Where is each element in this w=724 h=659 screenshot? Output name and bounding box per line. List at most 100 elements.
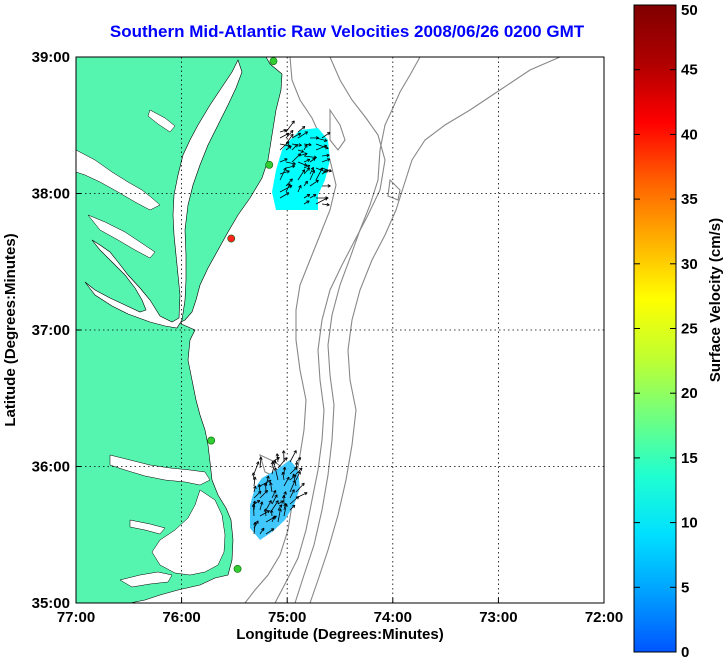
- velocity-vector: [295, 467, 303, 475]
- velocity-vector: [297, 153, 308, 157]
- velocity-vector: [271, 509, 273, 517]
- velocity-vector-head: [253, 503, 256, 507]
- colorbar-label: Surface Velocity (cm/s): [707, 218, 724, 382]
- x-tick-label: 77:00: [57, 609, 95, 626]
- velocity-vector-head: [313, 155, 317, 158]
- velocity-vector-head: [269, 482, 271, 486]
- velocity-vector: [285, 130, 294, 139]
- velocity-vector-head: [298, 133, 302, 136]
- velocity-vector-head: [251, 504, 254, 508]
- velocity-vector: [303, 200, 310, 205]
- velocity-vector: [291, 153, 302, 163]
- velocity-vector-head: [304, 152, 308, 154]
- velocity-vector-head: [266, 475, 269, 479]
- velocity-vector-head: [326, 153, 330, 156]
- velocity-vector-head: [255, 485, 257, 489]
- chesapeake-bay: [84, 59, 243, 329]
- velocity-vector: [289, 504, 296, 511]
- velocity-vector-head: [255, 520, 259, 523]
- velocity-vector-head: [259, 501, 263, 505]
- velocity-vector-head: [293, 450, 297, 453]
- velocity-vector-head: [285, 158, 288, 162]
- velocity-vector-head: [280, 508, 282, 512]
- velocity-vector-head: [277, 457, 280, 461]
- velocity-vector-head: [307, 159, 311, 163]
- velocity-vector-head: [313, 157, 316, 162]
- bay-tributary: [76, 149, 161, 211]
- velocity-vector-head: [259, 491, 262, 495]
- velocity-vector: [252, 504, 255, 517]
- velocity-vector: [297, 169, 306, 181]
- velocity-vector-head: [287, 183, 291, 186]
- velocity-vector-head: [299, 457, 302, 461]
- velocity-vector-head: [299, 467, 303, 470]
- velocity-vector: [285, 183, 291, 193]
- velocity-vector: [309, 157, 316, 163]
- velocity-vector-head: [264, 508, 268, 512]
- velocity-vector: [279, 132, 290, 139]
- velocity-vector-head: [327, 184, 331, 187]
- velocity-vector-head: [294, 461, 298, 465]
- coastal-river: [119, 571, 173, 588]
- velocity-vector-head: [294, 466, 298, 469]
- velocity-vector-head: [293, 161, 296, 165]
- velocity-vector-head: [303, 126, 306, 130]
- active-station-marker: [233, 564, 242, 573]
- bay-tributary: [87, 214, 156, 259]
- velocity-vector: [315, 167, 323, 181]
- velocity-vector-head: [276, 453, 280, 457]
- velocity-vector-head: [327, 185, 331, 188]
- velocity-vector-head: [326, 202, 330, 206]
- velocity-vector-head: [290, 133, 294, 136]
- velocity-vector: [321, 154, 330, 157]
- velocity-vector: [291, 132, 301, 139]
- velocity-vector-head: [287, 192, 290, 196]
- velocity-vector-head: [254, 476, 257, 480]
- velocity-vector-head: [297, 457, 301, 459]
- velocity-vector: [253, 476, 256, 487]
- velocity-vector: [303, 180, 308, 187]
- velocity-vector-head: [304, 144, 308, 147]
- velocity-vector-head: [261, 527, 265, 530]
- velocity-vector: [282, 471, 285, 481]
- velocity-vector-head: [259, 456, 262, 460]
- x-tick-labels: 77:00 76:00 75:00 74:00 73:00 72:00: [57, 598, 623, 626]
- velocity-vector-head: [271, 509, 274, 513]
- velocity-vector: [277, 508, 281, 523]
- velocity-vector-head: [268, 475, 270, 479]
- y-tick-label: 39:00: [32, 49, 70, 66]
- velocity-vector-head: [297, 153, 301, 155]
- velocity-vector-head: [291, 164, 296, 167]
- velocity-vector: [279, 170, 290, 175]
- velocity-vector-head: [296, 461, 299, 466]
- velocity-vector-head: [270, 461, 274, 465]
- velocity-vector: [297, 161, 308, 166]
- velocity-vector-head: [251, 472, 254, 476]
- velocity-vector: [303, 143, 312, 146]
- velocity-vector-head: [268, 500, 272, 503]
- velocity-vector-head: [294, 474, 297, 478]
- velocity-vector-head: [298, 185, 302, 188]
- velocity-vector-head: [311, 169, 315, 173]
- velocity-vectors: [251, 120, 332, 535]
- velocity-vector-head: [301, 149, 305, 153]
- albemarle-sound: [109, 454, 211, 486]
- velocity-vector-head: [263, 482, 266, 486]
- velocity-vector-head: [253, 521, 256, 525]
- velocity-vector: [309, 179, 319, 187]
- velocity-vector: [253, 461, 259, 475]
- velocity-vector-head: [287, 141, 290, 145]
- velocity-vector-head: [326, 204, 330, 207]
- velocity-vector-head: [329, 168, 332, 172]
- velocity-vector-head: [297, 471, 301, 474]
- velocity-vector: [303, 164, 311, 169]
- velocity-vector: [276, 453, 279, 463]
- colorbar-tick-label: 50: [681, 2, 698, 19]
- colorbar-tick-label: 20: [681, 385, 698, 402]
- velocity-vector-head: [308, 194, 311, 198]
- velocity-vector-head: [283, 450, 286, 454]
- velocity-vector-head: [252, 472, 256, 476]
- bay-tributary: [147, 109, 176, 133]
- velocity-vector-head: [258, 484, 262, 488]
- velocity-vector: [291, 144, 298, 151]
